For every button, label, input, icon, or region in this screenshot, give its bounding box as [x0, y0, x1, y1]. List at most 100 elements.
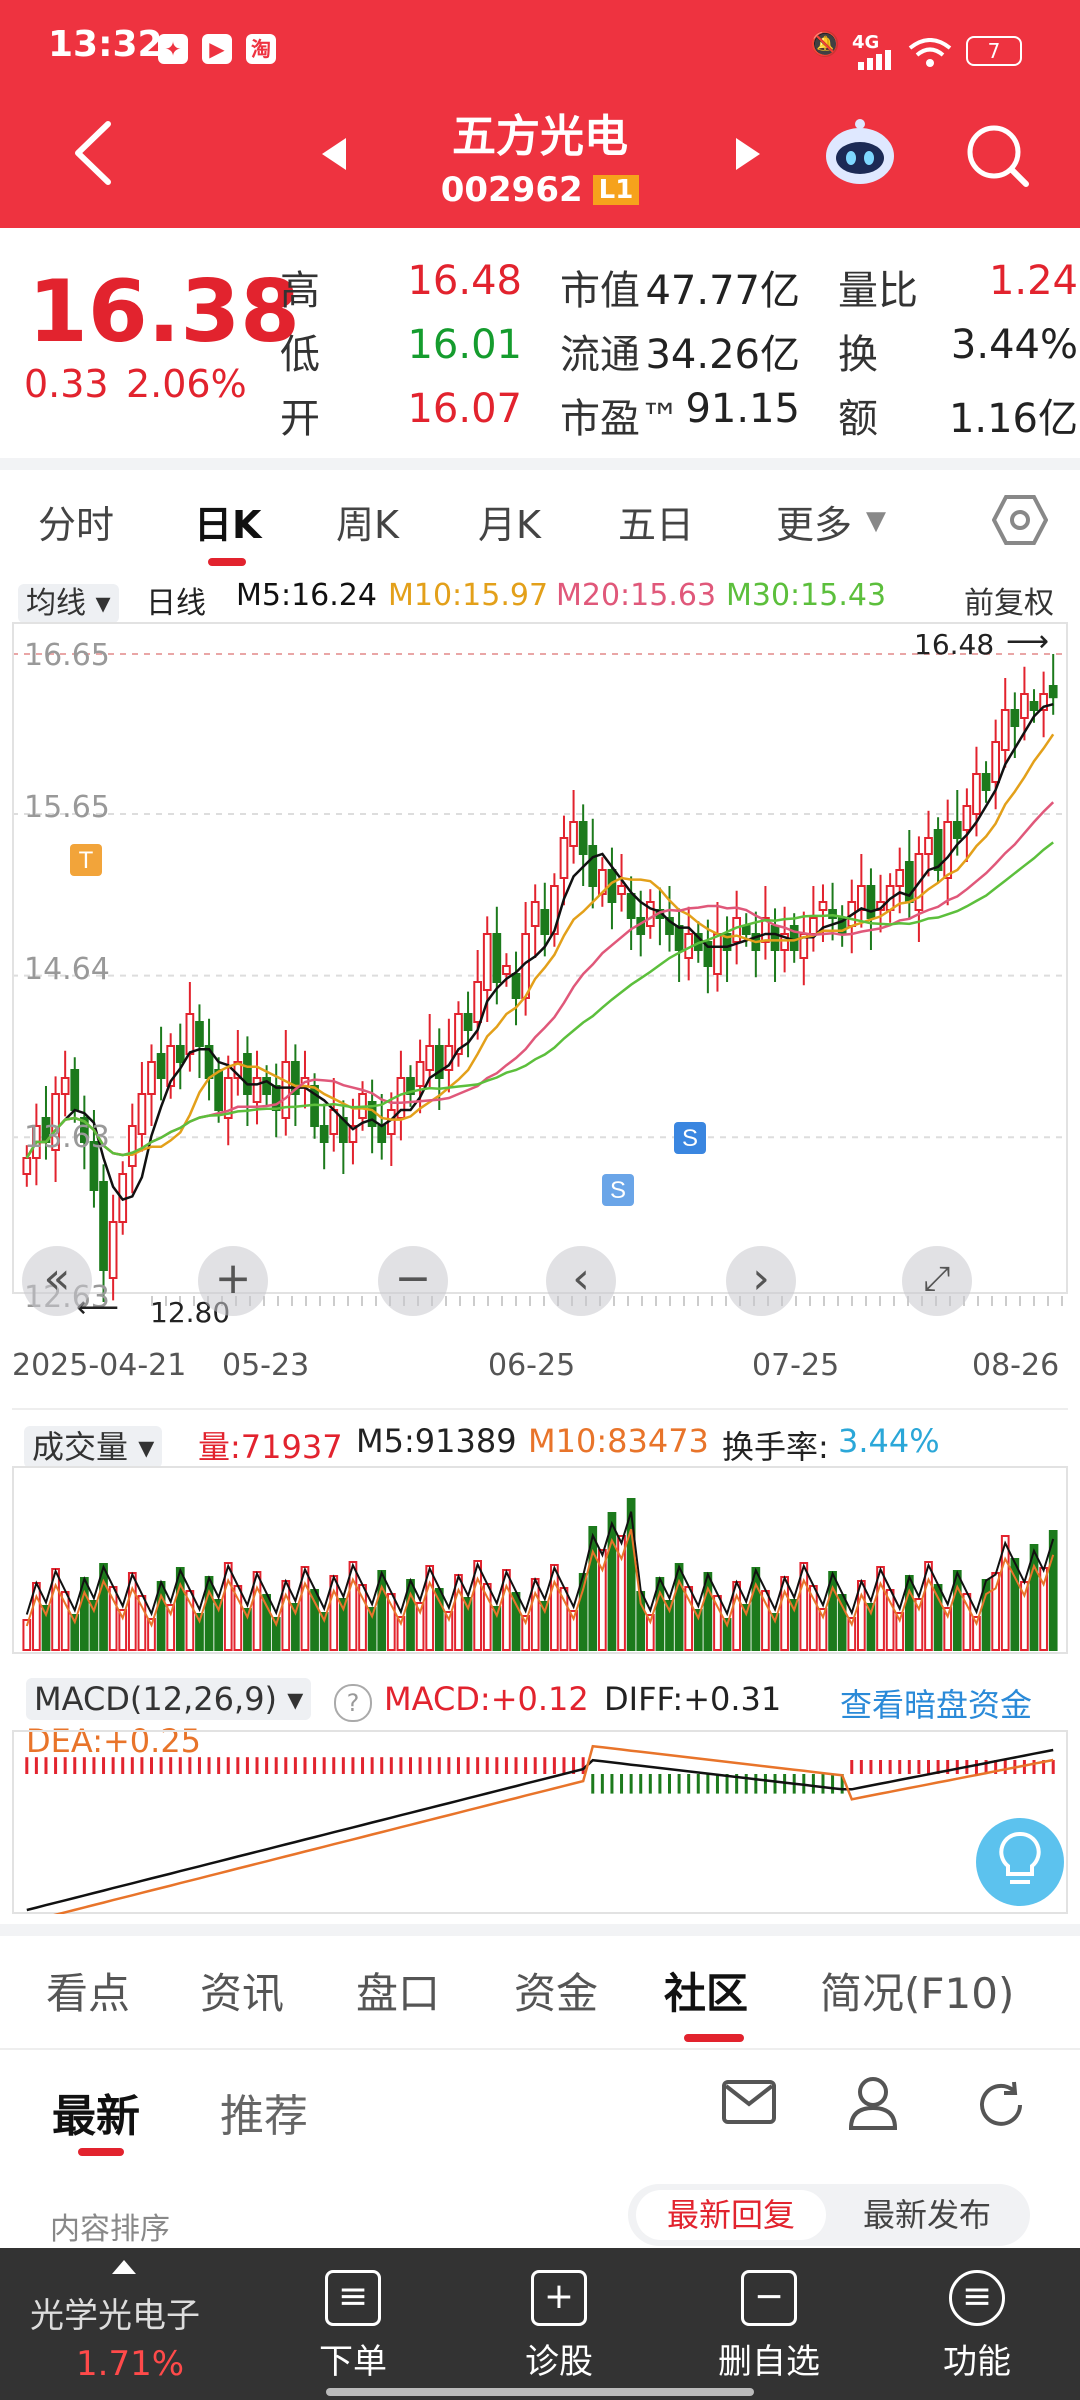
refresh-icon[interactable]: [974, 2078, 1028, 2136]
fullscreen-icon[interactable]: ⤢: [902, 1246, 972, 1316]
macd-selector[interactable]: MACD(12,26,9) ▾: [26, 1678, 312, 1720]
volume-bar: [751, 1567, 761, 1651]
tab-4[interactable]: 五日: [618, 503, 695, 547]
lightbulb-icon[interactable]: [976, 1818, 1064, 1906]
back-icon[interactable]: [70, 118, 114, 192]
candle: [1000, 709, 1010, 751]
quote-value2-1: 34.26亿: [645, 332, 800, 378]
quote-value-1: 16.01: [407, 322, 522, 368]
more-dropdown-icon[interactable]: ▼: [866, 506, 886, 536]
candle: [319, 1125, 329, 1143]
volume-selector[interactable]: 成交量 ▾: [24, 1422, 163, 1468]
volume-value: 量:71937: [198, 1428, 343, 1466]
volume-bar: [943, 1607, 953, 1651]
candle: [281, 1061, 291, 1119]
volume-bar: [243, 1608, 252, 1651]
divider: [12, 1408, 1068, 1410]
volume-bar: [214, 1599, 224, 1651]
volume-bar: [99, 1563, 108, 1651]
candle: [809, 917, 818, 935]
zoom-in-icon[interactable]: +: [198, 1246, 268, 1316]
info-tab-5[interactable]: 简况(F10): [820, 1969, 1015, 2018]
x-label-0: 2025-04-21: [12, 1348, 187, 1383]
candle: [51, 1093, 60, 1151]
gesture-bar: [326, 2388, 754, 2396]
volume-bar: [588, 1526, 598, 1651]
volume-bar: [914, 1598, 924, 1651]
ma20-value: M20:15.63: [556, 578, 717, 613]
candle: [588, 845, 598, 887]
volume-bar: [415, 1602, 425, 1651]
volume-bar: [770, 1613, 780, 1651]
nav-remove-watchlist[interactable]: − 删自选: [694, 2248, 844, 2383]
ma10-line: [25, 733, 1055, 1159]
dark-pool-link[interactable]: 查看暗盘资金: [840, 1686, 1033, 1724]
candle: [214, 1069, 224, 1111]
tab-latest[interactable]: 最新: [52, 2091, 140, 2142]
volume-bar: [607, 1512, 617, 1651]
candle: [185, 1013, 195, 1055]
tab-1[interactable]: 日K: [194, 503, 262, 547]
tab-recommend[interactable]: 推荐: [220, 2091, 308, 2142]
help-icon[interactable]: ?: [334, 1684, 372, 1722]
candle: [1039, 693, 1048, 711]
candle: [972, 773, 981, 815]
prev-stock-icon[interactable]: [318, 136, 348, 176]
nav-diagnose[interactable]: + 诊股: [484, 2248, 634, 2383]
candle: [89, 1141, 99, 1191]
menu-icon: ≡: [949, 2270, 1005, 2326]
info-tab-4[interactable]: 社区: [664, 1969, 749, 2018]
divider: [0, 2048, 1080, 2050]
expand-up-icon[interactable]: [112, 2260, 136, 2274]
volume-bar: [463, 1597, 473, 1651]
quote-value3-1: 3.44%: [950, 322, 1078, 368]
volume-bar: [741, 1604, 751, 1651]
info-tab-3[interactable]: 资金: [514, 1969, 599, 2018]
video-app-icon: ▶: [202, 34, 232, 64]
tab-5[interactable]: 更多: [776, 503, 853, 547]
info-tab-1[interactable]: 资讯: [200, 1969, 285, 2018]
candle: [981, 773, 991, 791]
ma-period: 日线: [146, 586, 206, 621]
settings-hexagon-icon[interactable]: [991, 494, 1049, 550]
macd-value: MACD:+0.12: [384, 1680, 589, 1718]
nav-order[interactable]: ≡ 下单: [278, 2248, 428, 2383]
candle: [147, 1061, 156, 1095]
tab-2[interactable]: 周K: [336, 503, 399, 547]
info-tab-0[interactable]: 看点: [46, 1969, 131, 2018]
divider: [0, 1924, 1080, 1936]
sort-latest-post[interactable]: 最新发布: [862, 2196, 991, 2234]
user-icon[interactable]: [848, 2076, 898, 2134]
rewind-icon[interactable]: «: [22, 1246, 92, 1316]
sort-latest-reply[interactable]: 最新回复: [636, 2190, 826, 2240]
candle: [271, 1085, 281, 1111]
ma-selector[interactable]: 均线 ▾: [18, 578, 119, 623]
scroll-left-icon[interactable]: ‹: [546, 1246, 616, 1316]
status-time: 13:32: [48, 24, 163, 65]
robot-assistant-icon[interactable]: [822, 118, 898, 192]
max-price-label: 16.48: [914, 628, 995, 661]
zoom-out-icon[interactable]: −: [378, 1246, 448, 1316]
candlestick-chart[interactable]: T S S: [12, 622, 1068, 1322]
tab-3[interactable]: 月K: [478, 503, 541, 547]
taobao-app-icon: 淘: [246, 34, 276, 64]
tab-0[interactable]: 分时: [38, 503, 115, 547]
candle: [741, 925, 751, 935]
scroll-right-icon[interactable]: ›: [726, 1246, 796, 1316]
mail-icon[interactable]: [722, 2080, 776, 2128]
volume-bar: [550, 1564, 559, 1651]
next-stock-icon[interactable]: [734, 136, 764, 176]
adjust-mode[interactable]: 前复权: [964, 586, 1054, 621]
nav-functions[interactable]: ≡ 功能: [902, 2248, 1052, 2383]
candle: [252, 1077, 262, 1103]
info-tab-2[interactable]: 盘口: [356, 1969, 441, 2018]
candle: [665, 917, 674, 935]
candle: [156, 1053, 166, 1079]
sector-name[interactable]: 光学光电子: [30, 2296, 200, 2336]
search-icon[interactable]: [964, 122, 1030, 192]
candle: [952, 821, 962, 839]
level-badge: L1: [592, 175, 640, 205]
macd-chart: [12, 1730, 1068, 1914]
candle: [780, 933, 789, 951]
candle: [415, 1061, 425, 1087]
